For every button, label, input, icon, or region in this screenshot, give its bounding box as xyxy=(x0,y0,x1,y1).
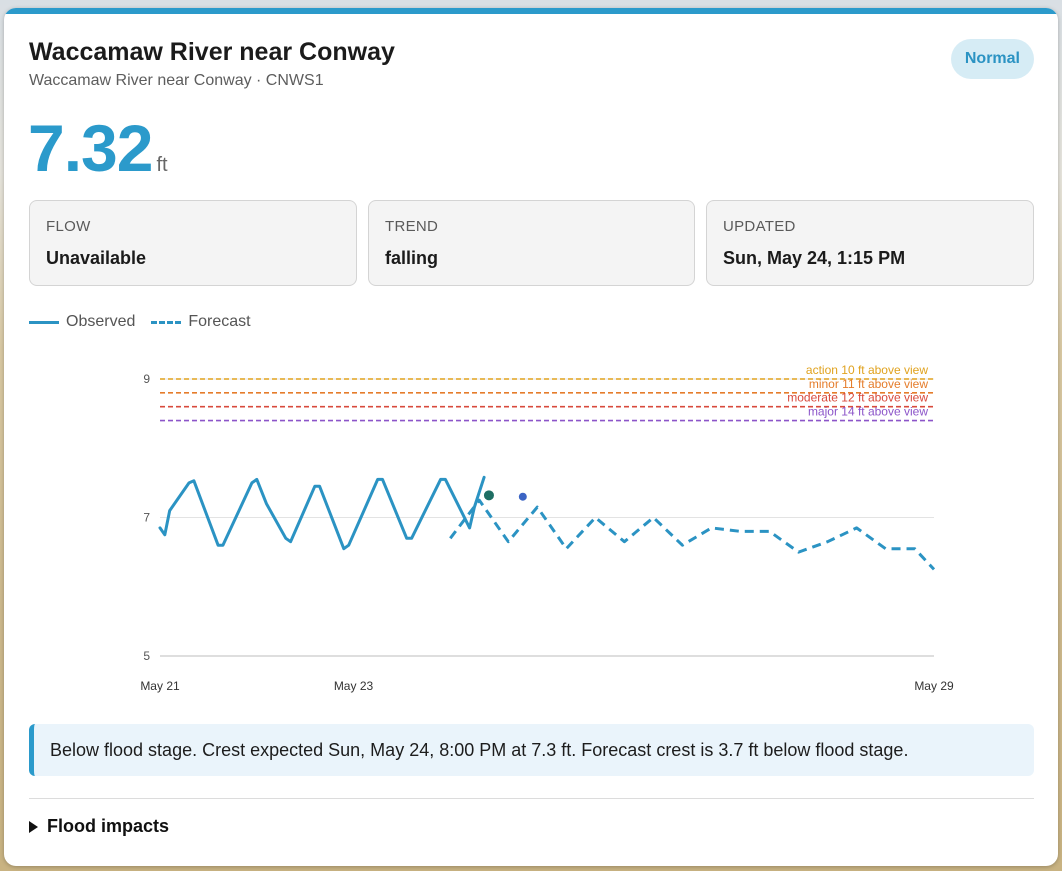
threshold-label-action: action 10 ft above view xyxy=(806,363,928,377)
forecast-line-swatch xyxy=(151,320,182,324)
y-tick-label: 9 xyxy=(143,372,150,386)
disclosure-triangle-icon xyxy=(29,820,38,833)
stat-updated: UPDATED Sun, May 24, 1:15 PM xyxy=(706,200,1034,286)
section-divider xyxy=(29,798,1034,799)
card-accent-bar xyxy=(4,8,1058,14)
legend-forecast: Forecast xyxy=(151,313,251,331)
stage-value: 7.32 xyxy=(28,111,153,185)
y-tick-label: 5 xyxy=(143,649,150,663)
gauge-title: Waccamaw River near Conway xyxy=(29,38,395,66)
legend-observed-label: Observed xyxy=(66,313,136,330)
chart-legend: Observed Forecast xyxy=(29,313,267,331)
stat-value: falling xyxy=(385,248,438,268)
forecast-crest-point xyxy=(518,492,527,501)
threshold-label-major: major 14 ft above view xyxy=(808,405,928,419)
current-stage: 7.32 ft xyxy=(28,110,168,186)
flood-impacts-label: Flood impacts xyxy=(47,816,170,836)
forecast-series-line xyxy=(449,498,936,571)
latest-observed-point xyxy=(483,490,494,501)
threshold-label-minor: minor 11 ft above view xyxy=(809,377,929,391)
gauge-subtitle: Waccamaw River near Conway · CNWS1 xyxy=(29,72,324,89)
stat-value: Sun, May 24, 1:15 PM xyxy=(723,248,906,268)
stat-flow: FLOW Unavailable xyxy=(29,200,357,286)
stat-label: TREND xyxy=(385,218,439,235)
stat-trend: TREND falling xyxy=(368,200,695,286)
x-tick-label: May 23 xyxy=(334,679,374,693)
x-tick-label: May 21 xyxy=(140,679,180,693)
stat-label: FLOW xyxy=(46,218,91,235)
y-tick-label: 7 xyxy=(143,511,150,525)
stage-unit: ft xyxy=(156,154,168,176)
legend-observed: Observed xyxy=(29,313,135,331)
status-badge: Normal xyxy=(950,39,1034,79)
stat-label: UPDATED xyxy=(723,218,796,235)
hydrograph-chart: 9 7 5 May 21 May 23 May 29 action 10 ft above … xyxy=(140,363,954,693)
observed-series-line xyxy=(158,475,486,551)
stat-value: Unavailable xyxy=(46,248,147,268)
legend-forecast-label: Forecast xyxy=(188,313,251,330)
observed-line-swatch xyxy=(29,320,59,324)
flood-status-callout: Below flood stage. Crest expected Sun, M… xyxy=(29,724,1034,776)
x-tick-label: May 29 xyxy=(914,679,954,693)
flood-impacts-toggle[interactable]: Flood impacts xyxy=(29,816,169,837)
gauge-card: Waccamaw River near Conway Waccamaw Rive… xyxy=(4,8,1058,866)
threshold-label-moderate: moderate 12 ft above view xyxy=(787,391,928,405)
